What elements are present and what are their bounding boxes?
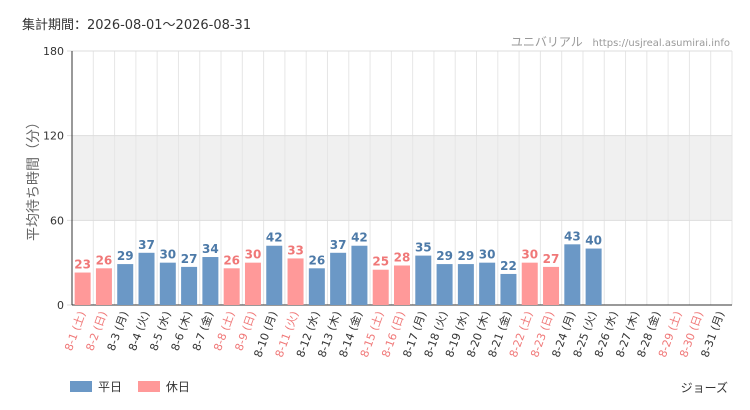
data-label: 29 (117, 249, 134, 263)
source-credit: ユニバリアル https://usjreal.asumirai.info (511, 33, 730, 50)
bar (287, 258, 304, 305)
attraction-name: ジョーズ (680, 381, 728, 395)
data-label: 40 (585, 234, 602, 248)
data-label: 35 (415, 241, 432, 255)
y-tick-label: 60 (50, 214, 64, 227)
data-label: 29 (458, 249, 475, 263)
bar (479, 262, 496, 305)
data-label: 37 (138, 238, 155, 252)
data-label: 27 (181, 252, 198, 266)
bar (372, 269, 389, 305)
bar (543, 266, 560, 305)
data-label: 28 (394, 250, 411, 264)
data-label: 34 (202, 242, 219, 256)
bar (117, 264, 134, 305)
legend-weekday-swatch (70, 381, 92, 392)
data-label: 30 (479, 248, 496, 262)
bar (138, 252, 155, 305)
data-label: 30 (159, 248, 176, 262)
data-label: 42 (351, 231, 368, 245)
data-label: 25 (372, 255, 389, 269)
bar (266, 245, 283, 305)
legend-holiday-label: 休日 (165, 380, 190, 394)
bar (74, 272, 91, 305)
data-label: 22 (500, 259, 517, 273)
data-label: 23 (74, 258, 91, 272)
data-label: 27 (543, 252, 560, 266)
data-label: 30 (245, 248, 262, 262)
bar (330, 252, 347, 305)
data-label: 42 (266, 231, 283, 245)
bar (585, 248, 602, 305)
data-label: 26 (308, 253, 325, 267)
y-tick-label: 120 (43, 130, 64, 143)
bar (95, 268, 112, 305)
data-label: 37 (330, 238, 347, 252)
period-label: 集計期間：2026-08-01～2026-08-31 (22, 18, 252, 33)
bar (181, 266, 198, 305)
bar (564, 244, 581, 305)
legend-weekday-label: 平日 (98, 380, 123, 394)
site-url[interactable]: https://usjreal.asumirai.info (592, 38, 730, 49)
data-label: 33 (287, 243, 304, 257)
y-axis-label: 平均待ち時間（分） (26, 115, 42, 241)
y-tick-label: 0 (57, 299, 64, 312)
bar (159, 262, 176, 305)
legend-holiday: 休日 (137, 378, 190, 395)
site-name: ユニバリアル (510, 35, 583, 49)
shaded-band (72, 135, 732, 221)
bar (202, 257, 219, 305)
y-tick-label: 180 (43, 45, 64, 58)
bar (457, 264, 474, 305)
bar (436, 264, 453, 305)
bar (521, 262, 538, 305)
chart-legend: 平日 休日 (70, 378, 202, 395)
bar (244, 262, 261, 305)
data-label: 29 (436, 249, 453, 263)
bar (415, 255, 432, 305)
bar (223, 268, 240, 305)
data-label: 43 (564, 229, 581, 243)
data-label: 30 (521, 248, 538, 262)
bar (351, 245, 368, 305)
bar (308, 268, 325, 305)
bar (394, 265, 410, 305)
legend-weekday: 平日 (70, 378, 122, 395)
data-label: 26 (96, 253, 113, 267)
legend-holiday-swatch (137, 381, 160, 392)
data-label: 26 (223, 253, 240, 267)
bar (500, 273, 517, 305)
